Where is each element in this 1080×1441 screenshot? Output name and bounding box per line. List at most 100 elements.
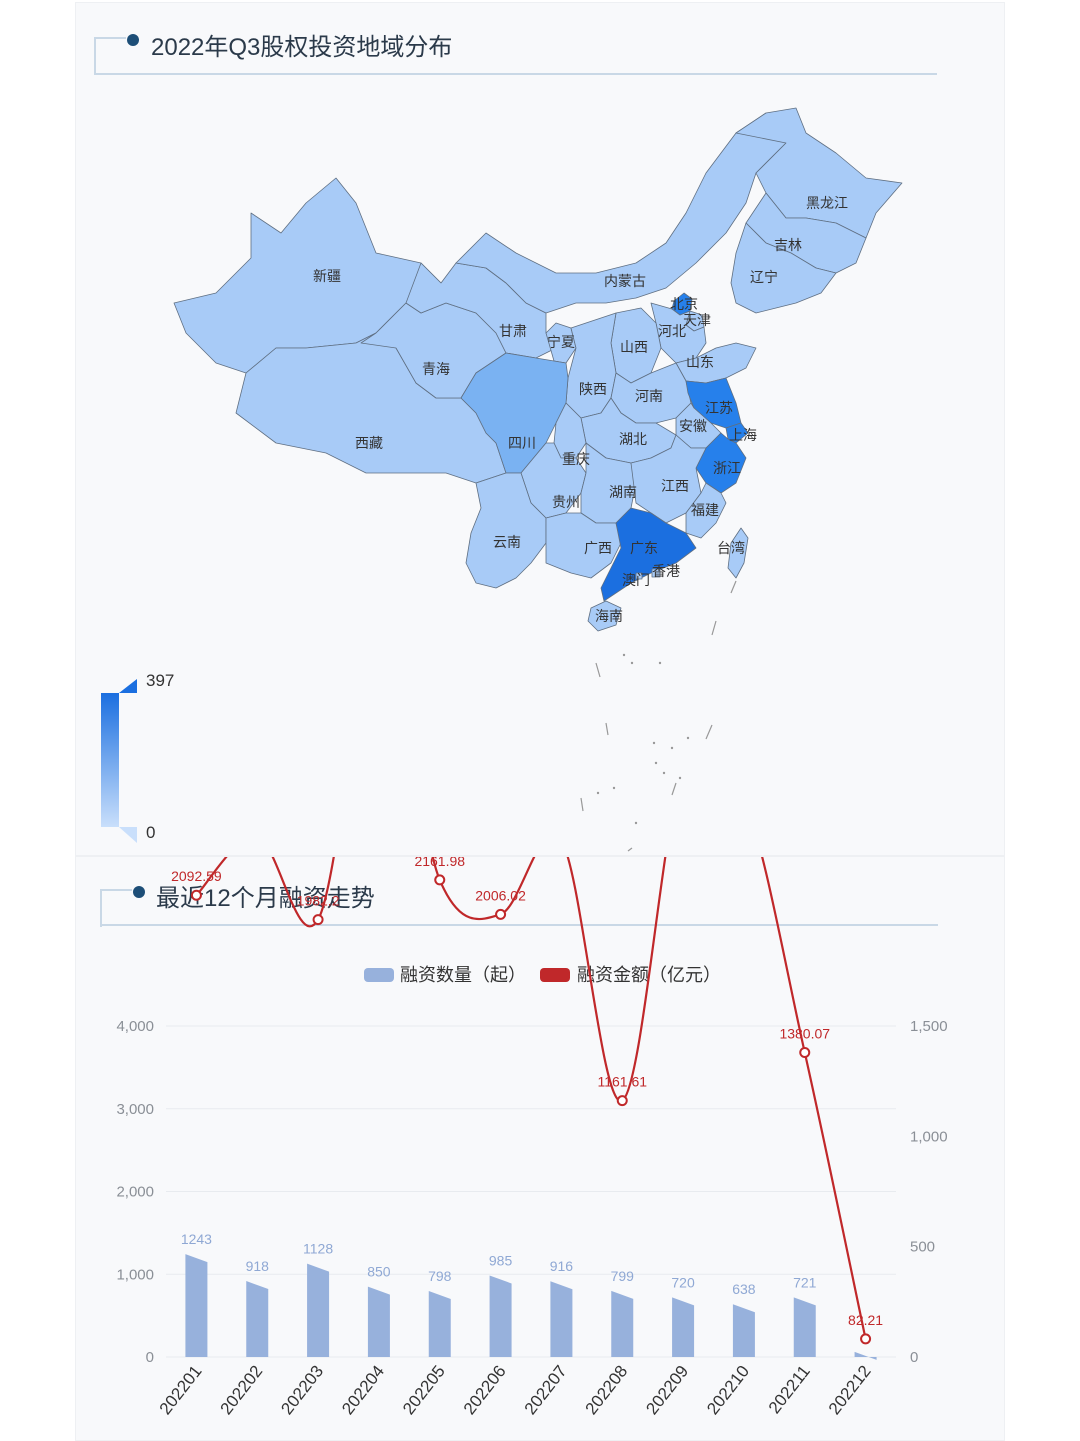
bar[interactable]	[489, 1275, 512, 1357]
chart-legend: 融资数量（起） 融资金额（亿元）	[364, 965, 721, 985]
region-label-10: 河北	[658, 323, 686, 339]
bar[interactable]	[307, 1263, 330, 1357]
region-30[interactable]	[727, 527, 749, 579]
region-label-13: 山东	[686, 354, 714, 370]
line-data-label: 82.21	[848, 1312, 883, 1328]
region-26[interactable]	[685, 482, 727, 539]
chart-gridlines	[166, 1025, 896, 1358]
region-28[interactable]	[545, 512, 622, 579]
bar[interactable]	[611, 1290, 634, 1357]
region-33[interactable]	[587, 600, 622, 632]
title-frame-top	[94, 37, 126, 39]
bar[interactable]	[854, 1351, 877, 1360]
left-axis-tick-label: 3,000	[116, 1101, 154, 1118]
line-data-label: 2161.98	[414, 857, 465, 869]
region-18[interactable]	[725, 422, 749, 444]
legend-bar-label[interactable]: 融资数量（起）	[400, 965, 526, 985]
region-label-27: 云南	[493, 534, 521, 550]
visual-map-bottom-handle[interactable]	[119, 827, 137, 843]
region-5[interactable]	[735, 107, 903, 239]
region-label-23: 贵州	[552, 494, 580, 510]
region-label-17: 安徽	[679, 418, 707, 434]
region-22[interactable]	[695, 432, 747, 494]
line-data-label: 1161.61	[597, 1074, 647, 1090]
bar[interactable]	[793, 1297, 816, 1357]
right-axis-tick-label: 1,000	[910, 1128, 948, 1145]
region-label-14: 陕西	[579, 381, 607, 397]
island-dash	[671, 782, 677, 796]
combo-chart[interactable]: 融资数量（起） 融资金额（亿元） 0 1,000 2,000 3,000 4,000 0 50…	[76, 857, 1004, 1440]
visual-map-bar[interactable]	[101, 675, 141, 845]
bar-data-label: 918	[246, 1258, 270, 1274]
island-dot	[622, 653, 626, 657]
region-label-3: 甘肃	[499, 323, 527, 339]
x-axis-tick-label: 202211	[765, 1362, 814, 1417]
region-29[interactable]	[600, 507, 697, 602]
visual-map[interactable]	[101, 675, 141, 845]
island-dash	[730, 580, 737, 594]
island-dash	[705, 724, 713, 740]
island-dot	[686, 736, 690, 740]
x-axis-tick-label: 202212	[825, 1362, 875, 1418]
line-data-label: 1982.2	[297, 893, 340, 909]
line-point[interactable]	[312, 914, 324, 926]
visual-map-top-handle[interactable]	[119, 679, 137, 693]
left-axis-tick-label: 4,000	[116, 1018, 154, 1035]
legend-bar-swatch[interactable]	[364, 968, 394, 982]
island-dot	[662, 771, 666, 775]
right-axis-tick-label: 500	[910, 1239, 935, 1256]
bar-data-label: 1128	[303, 1241, 333, 1257]
island-dot	[652, 741, 656, 745]
region-label-4: 内蒙古	[604, 273, 646, 289]
line-point[interactable]	[860, 1333, 872, 1345]
region-label-5: 黑龙江	[806, 195, 848, 211]
island-dash	[711, 620, 717, 636]
x-axis-tick-label: 202207	[521, 1362, 571, 1418]
line-point[interactable]	[495, 908, 507, 920]
bar-data-label: 1243	[181, 1231, 212, 1247]
region-label-6: 吉林	[774, 237, 802, 253]
bar[interactable]	[185, 1254, 208, 1357]
x-axis-tick-label: 202203	[277, 1362, 327, 1418]
bar[interactable]	[550, 1281, 573, 1357]
bar-data-label: 720	[671, 1274, 695, 1290]
region-7[interactable]	[730, 222, 837, 314]
line-point[interactable]	[190, 889, 202, 901]
title-frame-left	[94, 37, 96, 75]
region-label-28: 广西	[584, 540, 612, 556]
line-point[interactable]	[616, 1095, 628, 1107]
x-axis-tick-label: 202208	[582, 1362, 632, 1418]
island-dash	[580, 797, 584, 812]
region-label-21: 重庆	[562, 451, 590, 467]
bar[interactable]	[732, 1304, 755, 1357]
legend-line-swatch[interactable]	[540, 968, 570, 982]
x-axis-tick-label: 202204	[338, 1362, 388, 1418]
bar-data-label: 916	[550, 1258, 574, 1274]
bar[interactable]	[367, 1286, 390, 1357]
line-point[interactable]	[799, 1046, 811, 1058]
region-label-26: 福建	[691, 502, 719, 518]
region-label-30: 台湾	[717, 540, 745, 556]
chart-data-labels: 1243 918 1128 850 798 985 916 799 720 638 721 2092.…	[171, 857, 883, 1328]
title-bullet-icon	[127, 34, 139, 46]
island-dot	[678, 776, 682, 780]
bar[interactable]	[428, 1290, 451, 1357]
line-path	[195, 857, 867, 1340]
chart-title-frame-bottom	[100, 924, 938, 926]
bar[interactable]	[246, 1281, 269, 1357]
region-label-7: 辽宁	[750, 269, 778, 285]
line-point[interactable]	[434, 874, 446, 886]
map-title: 2022年Q3股权投资地域分布	[151, 34, 453, 61]
bar[interactable]	[672, 1297, 695, 1357]
region-32[interactable]	[635, 572, 643, 580]
island-dot	[670, 746, 674, 750]
right-axis-tick-label: 0	[910, 1349, 918, 1366]
region-label-0: 新疆	[313, 268, 341, 284]
region-label-22: 浙江	[713, 460, 741, 476]
map-panel: 2022年Q3股权投资地域分布 新疆 西藏 青海 甘肃 内蒙古 黑龙江 吉林 辽宁 北京 天津 河北…	[75, 2, 1005, 856]
chart-axes: 0 1,000 2,000 3,000 4,000 0 500 1,000 1,500 20220…	[116, 1018, 947, 1418]
region-27[interactable]	[465, 472, 547, 589]
left-axis-tick-label: 0	[146, 1349, 154, 1366]
region-31[interactable]	[651, 568, 661, 578]
